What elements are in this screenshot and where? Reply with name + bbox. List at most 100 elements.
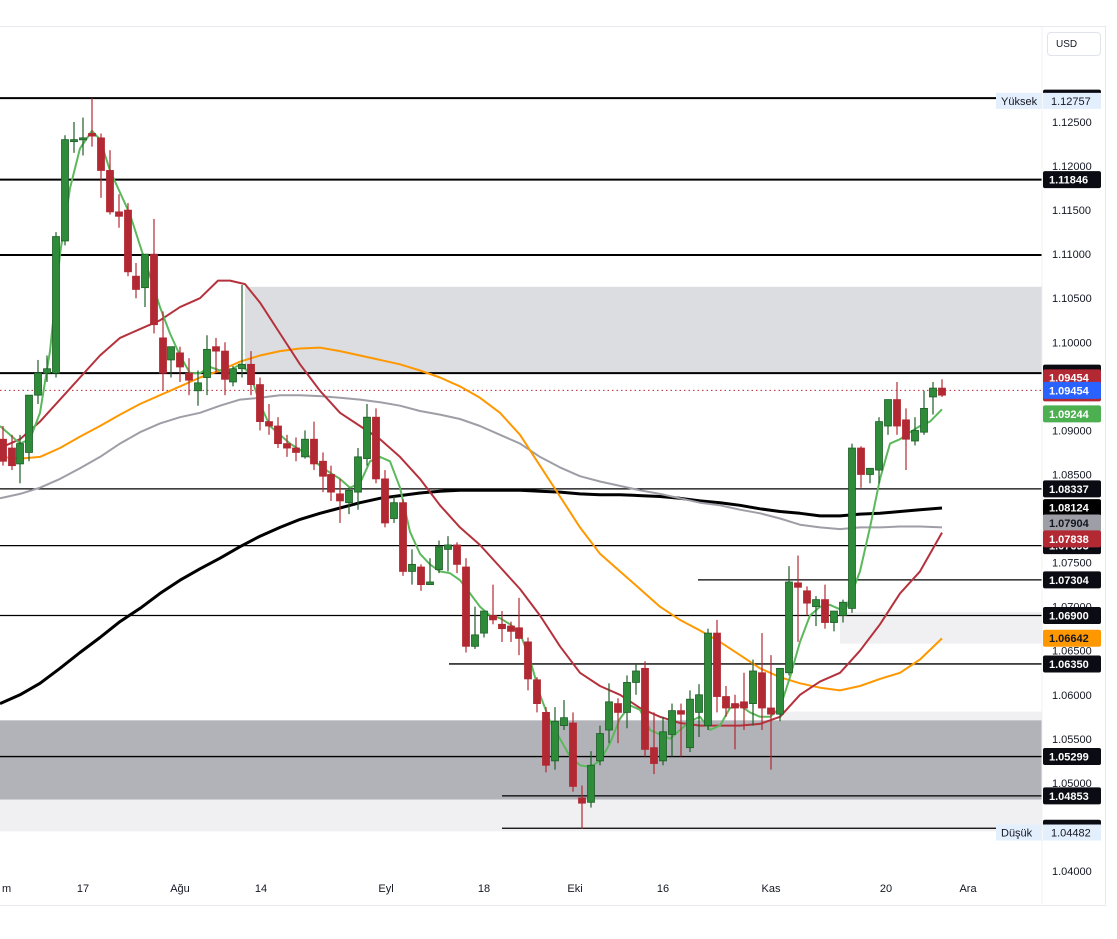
price-tick-label: 1.09000 [1052, 425, 1092, 437]
candle-bearish [132, 262, 140, 299]
candle-body [390, 502, 398, 519]
level-price-tag [1043, 480, 1101, 498]
low-marker-value: 1.04482 [1051, 828, 1091, 840]
candle-body [866, 467, 874, 475]
candle-bullish [52, 232, 60, 378]
time-axis-label: 18 [478, 883, 490, 895]
candle-bullish [929, 381, 937, 415]
candle-body [97, 137, 105, 171]
candle-bearish [399, 499, 407, 576]
time-axis-label: Eki [567, 883, 582, 895]
candle-body [533, 679, 541, 704]
high-marker-value-bg [1043, 92, 1101, 109]
candle-body [274, 425, 282, 445]
price-tick-label: 1.06000 [1052, 690, 1092, 702]
candle-bullish [587, 751, 595, 808]
candle-bullish [229, 366, 237, 387]
candle-body [821, 599, 829, 623]
candle-body [132, 275, 140, 290]
candle-bearish [310, 421, 318, 471]
candle-body [345, 489, 353, 504]
candle-body [498, 623, 506, 630]
level-price-tag [1043, 655, 1101, 673]
candle-bullish [560, 700, 568, 731]
candle-body [704, 632, 712, 727]
candle-bullish [43, 355, 51, 382]
candle-body [614, 703, 622, 713]
price-tick-label: 1.04000 [1052, 866, 1092, 878]
candle-body [34, 372, 42, 396]
candle-body [363, 416, 371, 460]
candle-bearish [292, 437, 300, 462]
candle-body [16, 443, 24, 465]
candle-body [650, 747, 658, 764]
candle-body [911, 430, 919, 442]
candle-body [920, 407, 928, 433]
candle-bullish [79, 117, 87, 156]
time-axis-label: 20 [880, 883, 892, 895]
candle-body [938, 387, 946, 396]
candle-body [319, 460, 327, 477]
level-price-tag-text: 1.07304 [1049, 575, 1090, 587]
currency-button[interactable]: USD [1047, 32, 1101, 56]
blue-price-tag-text: 1.09454 [1049, 385, 1090, 397]
candle-body [848, 447, 856, 609]
candle-body [677, 710, 685, 715]
candle-bullish [605, 683, 613, 744]
candle-bearish [381, 470, 389, 528]
level-price-tag [1043, 787, 1101, 805]
candle-body [542, 712, 550, 766]
price-zones [0, 286, 1042, 832]
candle-bearish [893, 381, 901, 435]
candle-bearish [372, 408, 380, 484]
candle-bearish [713, 619, 721, 713]
candle-body [283, 443, 291, 449]
candle-body [480, 610, 488, 634]
candle-body [150, 253, 158, 326]
candle-bearish [106, 150, 114, 215]
candle-body [462, 566, 470, 647]
candle-body [88, 133, 96, 137]
ma-orange-tag-text: 1.06642 [1049, 633, 1089, 645]
candle-body [632, 670, 640, 683]
low-marker-value-bg [1043, 824, 1101, 841]
candle-bullish [435, 540, 443, 574]
candle-body [336, 493, 344, 502]
candle-body [641, 667, 649, 750]
candle-body [875, 421, 883, 471]
candle-bullish [444, 536, 452, 572]
candle-bearish [265, 403, 273, 435]
horizontal-levels[interactable] [0, 97, 1042, 829]
time-axis[interactable]: m 17 Ağu 14 Eyl 18 Eki 16 Kas 20 Ara [2, 883, 977, 895]
candle-bullish [785, 566, 793, 676]
candle-bearish [185, 358, 193, 396]
candle-body [247, 363, 255, 385]
candle-bearish [327, 465, 335, 501]
candle-body [884, 399, 892, 427]
ma-gray-tag [1043, 514, 1101, 532]
candle-bearish [524, 637, 532, 691]
candle-body [25, 394, 33, 453]
candle-body [560, 717, 568, 727]
candle-bullish [551, 707, 559, 770]
candle-body [893, 399, 901, 427]
candle-body [839, 601, 847, 616]
price-tick-label: 1.07500 [1052, 558, 1092, 570]
candle-bullish [830, 610, 838, 632]
candle-bullish [480, 610, 488, 638]
ma-ma-red-tag-text: 1.07838 [1049, 534, 1089, 546]
candle-bullish [34, 359, 42, 404]
candle-bullish [749, 659, 757, 726]
ma-gray-tag-text: 1.07904 [1049, 518, 1090, 530]
candle-bullish [839, 599, 847, 623]
candle-bullish [408, 549, 416, 585]
level-price-tag [1043, 571, 1101, 589]
candle-body [713, 632, 721, 697]
candle-body [212, 346, 220, 352]
price-tick-label: 1.10500 [1052, 293, 1092, 305]
price-scale-bg[interactable] [1042, 27, 1105, 904]
candle-body [902, 419, 910, 440]
candle-body [471, 634, 479, 647]
candle-body [812, 599, 820, 608]
